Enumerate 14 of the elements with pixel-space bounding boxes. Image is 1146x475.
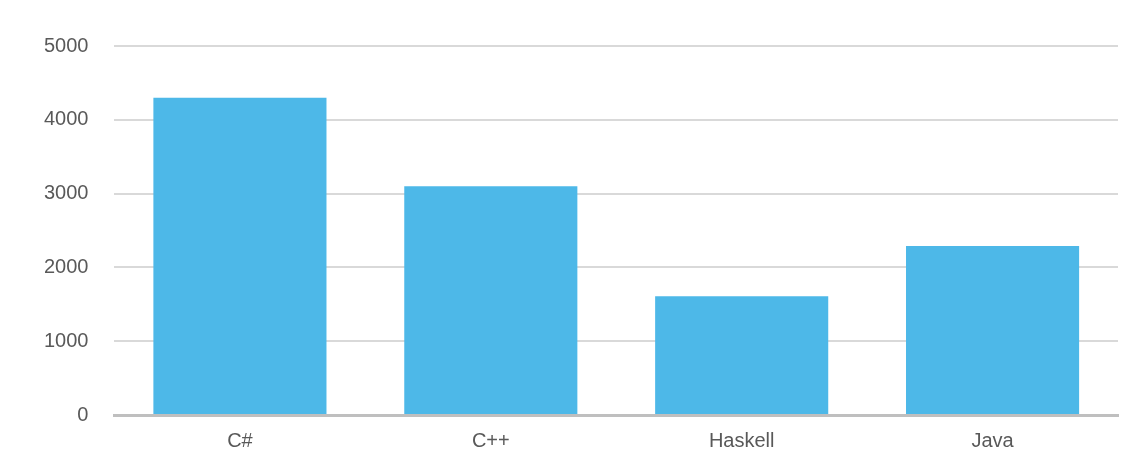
y-tick-label: 1000: [43, 328, 89, 351]
x-tick-label: Haskell: [708, 428, 775, 451]
bar: [153, 97, 327, 414]
y-tick-label: 2000: [43, 254, 89, 277]
y-tick-label: 4000: [43, 107, 89, 130]
y-tick-label: 3000: [43, 181, 89, 204]
bar: [906, 246, 1080, 414]
x-tick-label: C++: [471, 428, 510, 451]
y-tick-label: 0: [77, 402, 89, 425]
x-tick-label: C#: [227, 428, 254, 451]
bar: [655, 296, 829, 414]
x-tick-label: Java: [971, 428, 1015, 451]
y-tick-label: 5000: [43, 33, 89, 56]
bar: [404, 186, 578, 414]
